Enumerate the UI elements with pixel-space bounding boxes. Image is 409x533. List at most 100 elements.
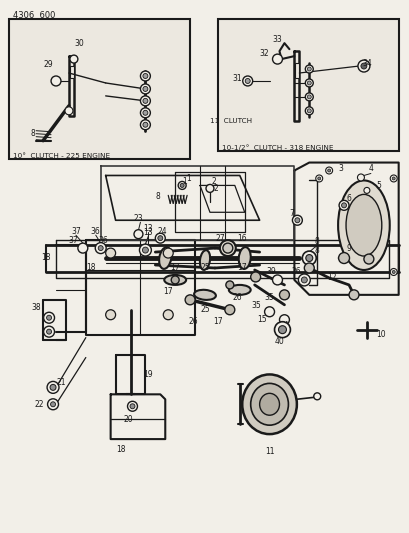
Circle shape xyxy=(313,393,320,400)
Circle shape xyxy=(360,63,366,69)
Text: 35: 35 xyxy=(251,301,261,310)
Text: 26: 26 xyxy=(232,293,242,302)
Circle shape xyxy=(143,74,148,78)
Text: 6: 6 xyxy=(346,194,351,203)
Circle shape xyxy=(338,200,348,211)
Text: 32: 32 xyxy=(259,49,269,58)
Text: 8: 8 xyxy=(314,246,319,255)
Circle shape xyxy=(338,253,348,263)
Text: 36: 36 xyxy=(91,227,100,236)
Circle shape xyxy=(245,78,249,84)
Text: 12: 12 xyxy=(326,273,336,282)
Circle shape xyxy=(140,96,150,106)
Ellipse shape xyxy=(238,247,250,269)
Circle shape xyxy=(50,402,55,407)
Circle shape xyxy=(272,54,282,64)
Text: 26: 26 xyxy=(291,268,301,277)
Text: 27: 27 xyxy=(215,233,224,243)
Circle shape xyxy=(47,329,52,334)
Circle shape xyxy=(47,399,58,410)
Bar xyxy=(217,19,398,151)
Circle shape xyxy=(140,71,150,81)
Circle shape xyxy=(139,244,151,256)
Circle shape xyxy=(140,84,150,94)
Text: 20: 20 xyxy=(124,415,133,424)
Ellipse shape xyxy=(345,195,381,256)
Text: 23: 23 xyxy=(133,214,143,223)
Circle shape xyxy=(70,55,78,63)
Circle shape xyxy=(315,175,322,182)
Circle shape xyxy=(225,281,233,289)
Circle shape xyxy=(301,251,315,265)
Text: 19: 19 xyxy=(143,370,153,379)
Circle shape xyxy=(391,270,394,273)
Text: 17: 17 xyxy=(163,287,173,296)
Ellipse shape xyxy=(250,383,288,425)
Text: 4: 4 xyxy=(368,164,373,173)
Ellipse shape xyxy=(228,285,250,295)
Text: 11: 11 xyxy=(264,447,274,456)
Text: 8: 8 xyxy=(314,237,319,246)
Circle shape xyxy=(155,233,165,243)
Text: 10: 10 xyxy=(375,330,385,339)
Text: 4306  600: 4306 600 xyxy=(13,11,56,20)
Circle shape xyxy=(143,122,148,127)
Circle shape xyxy=(185,295,195,305)
Text: 1: 1 xyxy=(181,177,186,186)
Text: 37: 37 xyxy=(71,227,81,236)
Circle shape xyxy=(43,312,54,323)
Circle shape xyxy=(163,248,173,258)
Text: 11  CLUTCH: 11 CLUTCH xyxy=(209,118,252,124)
Circle shape xyxy=(389,269,396,276)
Text: 10-1/2°  CLUTCH - 318 ENGINE: 10-1/2° CLUTCH - 318 ENGINE xyxy=(221,144,333,151)
Text: 8: 8 xyxy=(155,192,160,201)
Bar xyxy=(9,19,190,158)
Circle shape xyxy=(305,65,312,73)
Circle shape xyxy=(303,263,313,273)
Circle shape xyxy=(305,93,312,101)
Circle shape xyxy=(171,276,179,284)
Ellipse shape xyxy=(337,181,389,270)
Circle shape xyxy=(242,76,252,86)
Circle shape xyxy=(363,254,373,264)
Text: 5: 5 xyxy=(375,181,380,190)
Bar xyxy=(70,66,74,78)
Circle shape xyxy=(95,243,106,254)
Circle shape xyxy=(357,174,364,181)
Circle shape xyxy=(157,236,162,240)
Circle shape xyxy=(106,248,115,258)
Circle shape xyxy=(292,215,301,225)
Circle shape xyxy=(250,272,260,282)
Circle shape xyxy=(130,404,135,409)
Text: 36: 36 xyxy=(99,236,108,245)
Circle shape xyxy=(43,326,54,337)
Text: 14: 14 xyxy=(279,321,289,330)
Circle shape xyxy=(294,218,299,223)
Circle shape xyxy=(178,181,186,189)
Text: 7: 7 xyxy=(288,209,293,218)
Text: 1: 1 xyxy=(185,174,190,183)
Circle shape xyxy=(307,81,310,85)
Ellipse shape xyxy=(200,250,209,270)
Ellipse shape xyxy=(159,247,171,269)
Circle shape xyxy=(327,169,330,172)
Circle shape xyxy=(272,275,282,285)
Circle shape xyxy=(363,188,369,193)
Text: 21: 21 xyxy=(56,378,65,387)
Circle shape xyxy=(305,255,312,262)
Circle shape xyxy=(140,108,150,118)
Text: 2: 2 xyxy=(213,184,218,193)
Circle shape xyxy=(301,277,307,283)
Text: 35: 35 xyxy=(264,293,274,302)
Text: 26: 26 xyxy=(188,317,198,326)
Text: 13: 13 xyxy=(143,228,153,237)
Text: 40: 40 xyxy=(274,337,284,346)
Circle shape xyxy=(341,203,346,208)
Text: 13: 13 xyxy=(143,224,153,233)
Text: 37: 37 xyxy=(68,236,78,245)
Text: 30: 30 xyxy=(74,39,83,47)
Circle shape xyxy=(143,86,148,92)
Circle shape xyxy=(65,107,73,115)
Circle shape xyxy=(127,401,137,411)
Text: 17: 17 xyxy=(170,263,180,272)
